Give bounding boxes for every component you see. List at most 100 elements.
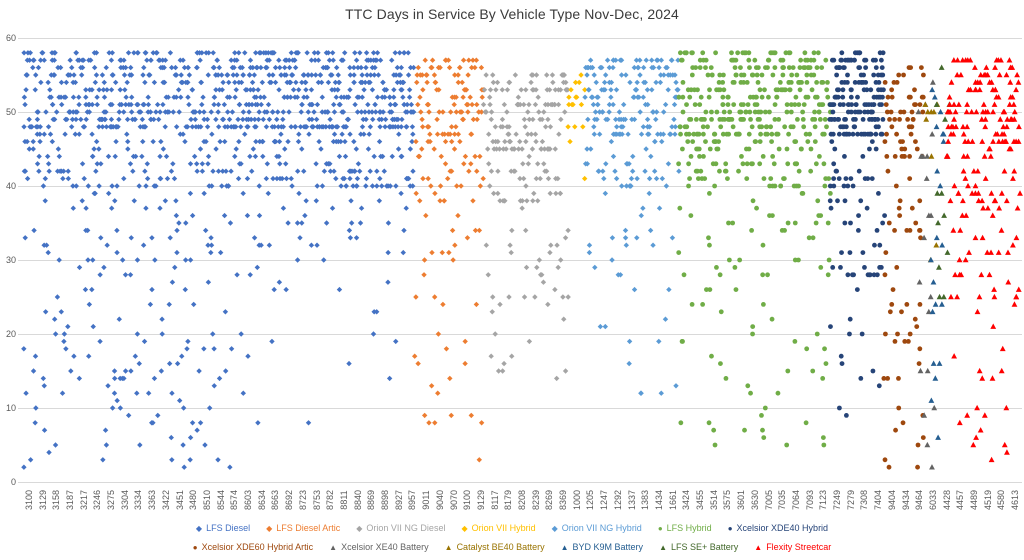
- x-tick-label: 8957: [407, 489, 418, 511]
- legend-item-orion-vii-ng-diesel: ◆ Orion VII NG Diesel: [356, 523, 445, 533]
- triangle-marker-icon: ▲: [329, 542, 338, 552]
- legend-label: BYD K9M Battery: [572, 542, 644, 552]
- legend-label: Catalyst BE40 Battery: [456, 542, 545, 552]
- legend-label: Orion VII Hybrid: [471, 523, 536, 533]
- legend-label: Xcelsior XDE40 Hybrid: [736, 523, 829, 533]
- x-tick-label: 3363: [147, 489, 158, 511]
- x-tick-label: 3575: [722, 489, 733, 511]
- legend-item-catalyst-be40-battery: ▲ Catalyst BE40 Battery: [445, 542, 545, 552]
- chart-legend-row-1: ◆ LFS Diesel ◆ LFS Diesel Artic ◆ Orion VII N…: [0, 522, 1024, 534]
- x-tick-label: 8369: [558, 489, 569, 511]
- x-tick-label: 9011: [421, 490, 432, 510]
- y-tick-label: 10: [5, 403, 16, 413]
- x-tick-label: 4519: [982, 489, 993, 511]
- legend-label: Flexity Streetcar: [766, 542, 832, 552]
- legend-item-flexity-streetcar: ▲ Flexity Streetcar: [754, 542, 831, 552]
- x-tick-label: 6033: [927, 489, 938, 511]
- x-tick-label: 9434: [900, 489, 911, 511]
- x-tick-label: 1661: [667, 489, 678, 511]
- legend-item-xcelsior-xe40-battery: ▲ Xcelsior XE40 Battery: [329, 542, 428, 552]
- x-tick-label: 8544: [215, 489, 226, 511]
- y-tick-label: 0: [10, 477, 16, 487]
- x-tick-label: 8692: [284, 489, 295, 511]
- x-tick-label: 9100: [462, 489, 473, 511]
- x-tick-label: 3514: [708, 489, 719, 511]
- x-tick-label: 4489: [969, 489, 980, 511]
- x-tick-label: 8603: [243, 489, 254, 511]
- triangle-marker-icon: ▲: [659, 542, 667, 552]
- x-tick-label: 9404: [886, 489, 897, 511]
- x-tick-label: 8269: [544, 489, 555, 511]
- chart-legend-row-2: ● Xcelsior XDE60 Hybrid Artic ▲ Xcelsior XE…: [0, 541, 1024, 553]
- x-tick-label: 3455: [695, 489, 706, 511]
- triangle-marker-icon: ▲: [444, 542, 453, 552]
- x-tick-label: 9464: [914, 489, 925, 511]
- x-tick-label: 9070: [448, 489, 459, 511]
- x-tick-label: 1247: [599, 489, 610, 511]
- x-tick-label: 3246: [92, 489, 103, 511]
- x-tick-label: 3424: [681, 489, 692, 511]
- y-tick-label: 30: [5, 255, 16, 265]
- circle-marker-icon: ●: [657, 523, 663, 533]
- x-tick-label: 4613: [1010, 489, 1021, 511]
- x-tick-label: 3217: [78, 489, 89, 511]
- x-tick-label: 8927: [393, 489, 404, 511]
- triangle-marker-icon: ▲: [754, 542, 763, 552]
- legend-label: Orion VII NG Hybrid: [561, 523, 642, 533]
- legend-label: LFS Diesel Artic: [276, 523, 341, 533]
- legend-item-lfs-hybrid: ● LFS Hybrid: [658, 523, 712, 533]
- x-tick-label: 8574: [229, 489, 240, 511]
- y-tick-label: 50: [5, 107, 16, 117]
- x-tick-label: 7279: [845, 489, 856, 511]
- legend-label: Orion VII NG Diesel: [366, 523, 446, 533]
- legend-label: Xcelsior XE40 Battery: [341, 542, 429, 552]
- x-tick-label: 3480: [188, 489, 199, 511]
- x-tick-label: 1000: [571, 489, 582, 511]
- x-tick-label: 3422: [160, 489, 171, 511]
- x-tick-label: 7064: [790, 489, 801, 511]
- x-tick-label: 8723: [297, 489, 308, 511]
- x-tick-label: 3187: [64, 489, 75, 511]
- x-tick-label: 7308: [859, 489, 870, 511]
- x-tick-label: 8179: [503, 489, 514, 511]
- legend-item-lfs-diesel: ◆ LFS Diesel: [196, 523, 250, 533]
- legend-label: LFS Diesel: [206, 523, 251, 533]
- x-tick-label: 3630: [749, 489, 760, 511]
- x-tick-label: 8753: [311, 489, 322, 511]
- x-tick-label: 3129: [37, 489, 48, 511]
- legend-label: LFS SE+ Battery: [670, 542, 739, 552]
- diamond-marker-icon: ◆: [266, 523, 273, 533]
- x-tick-label: 8510: [201, 489, 212, 511]
- legend-item-lfs-diesel-artic: ◆ LFS Diesel Artic: [266, 523, 340, 533]
- x-tick-label: 1434: [653, 489, 664, 511]
- x-tick-label: 8117: [489, 490, 500, 510]
- diamond-marker-icon: ◆: [551, 523, 558, 533]
- x-tick-label: 1292: [612, 489, 623, 511]
- x-tick-label: 3334: [133, 489, 144, 511]
- x-tick-label: 9129: [475, 489, 486, 511]
- x-tick-label: 8634: [256, 489, 267, 511]
- x-tick-label: 7005: [763, 489, 774, 511]
- legend-item-orion-vii-ng-hybrid: ◆ Orion VII NG Hybrid: [552, 523, 642, 533]
- y-tick-label: 60: [5, 33, 16, 43]
- diamond-marker-icon: ◆: [461, 523, 468, 533]
- x-tick-label: 8811: [338, 490, 349, 510]
- y-tick-label: 40: [5, 181, 16, 191]
- x-tick-label: 8239: [530, 489, 541, 511]
- legend-item-lfs-se-battery: ▲ LFS SE+ Battery: [659, 542, 738, 552]
- x-tick-label: 7404: [873, 489, 884, 511]
- x-tick-label: 8663: [270, 489, 281, 511]
- x-tick-label: 8869: [366, 489, 377, 511]
- x-tick-label: 7035: [777, 489, 788, 511]
- x-tick-label: 3275: [106, 489, 117, 511]
- x-tick-label: 8208: [517, 489, 527, 511]
- x-tick-label: 3304: [119, 489, 130, 511]
- x-tick-label: 7123: [818, 489, 829, 511]
- x-tick-label: 3158: [51, 489, 62, 511]
- x-tick-label: 4428: [941, 489, 952, 511]
- triangle-marker-icon: ▲: [560, 542, 569, 552]
- x-tick-label: 9040: [434, 489, 445, 511]
- x-tick-label: 1205: [585, 489, 596, 511]
